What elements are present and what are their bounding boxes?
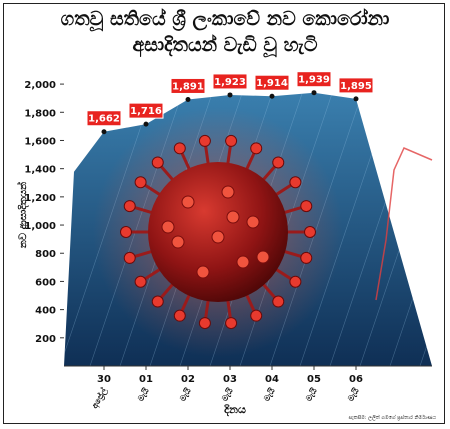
data-label: 1,923	[214, 77, 246, 88]
virus-spike-tip	[300, 200, 313, 213]
virus-spike-tip	[250, 309, 263, 322]
y-tick-label: 1,600	[24, 136, 56, 147]
virus-illustration	[93, 107, 343, 357]
data-label-box	[86, 110, 122, 127]
x-tick-month: මැයි	[303, 386, 319, 403]
x-tick-month: මැයි	[135, 386, 151, 403]
data-point	[143, 121, 149, 127]
y-tick-label: 1,400	[24, 165, 56, 176]
data-label-box	[170, 77, 206, 94]
data-label: 1,895	[340, 81, 372, 92]
data-point	[101, 129, 107, 135]
texture-line	[419, 92, 432, 367]
y-tick-label: 800	[35, 249, 56, 260]
virus-spike-tip	[198, 134, 211, 147]
y-axis: 200 400 600 800 1,000 1,200 1,400 1,600 1,800 2,0…	[24, 80, 64, 345]
chart-title-line-1: ගතවූ සතියේ ශ්‍රී ලංකාවේ නව කොරෝනා	[60, 8, 390, 30]
credit-text: සැකසීම: ලලිත් ගමගේ ප්‍රස්තාර නිර්මාණය	[348, 415, 436, 421]
virus-surface-spike	[171, 235, 185, 249]
y-tick-label: 2,000	[24, 80, 56, 91]
y-tick-label: 200	[35, 334, 56, 345]
x-tick-month: අප්‍රේල්	[89, 385, 111, 411]
x-tick-day: 04	[265, 374, 279, 385]
x-tick-day: 05	[307, 374, 321, 385]
virus-spike-tip	[272, 295, 285, 308]
virus-spike-tip	[272, 156, 285, 169]
virus-spike-tip	[173, 142, 186, 155]
virus-spike-tip	[250, 142, 263, 155]
x-tick-month: මැයි	[219, 386, 235, 403]
virus-spike-tip	[173, 309, 186, 322]
data-label: 1,939	[298, 75, 330, 86]
virus-spike-tip	[225, 317, 238, 330]
x-tick-day: 06	[349, 374, 363, 385]
data-point	[311, 90, 317, 96]
virus-surface-spike	[181, 195, 195, 209]
x-axis-title: දිනය	[224, 403, 246, 417]
x-tick-month: මැයි	[261, 386, 277, 403]
virus-surface-spike	[226, 210, 240, 224]
y-tick-label: 600	[35, 277, 56, 288]
chart-title: ගතවූ සතියේ ශ්‍රී ලංකාවේ නව කොරෝනා අසාදිත…	[0, 6, 450, 58]
data-label-box	[128, 102, 164, 119]
chart-title-line-2: අසාදිතයන් වැඩි වූ හැටි	[132, 34, 318, 56]
data-point	[227, 92, 233, 98]
data-label: 1,891	[172, 81, 204, 92]
y-axis-title: නව ආසාදිතයන්	[16, 181, 30, 249]
virus-surface-spike	[161, 220, 175, 234]
data-labels: 1,662 1,716 1,891 1,923 1,914 1,939 1,895	[86, 71, 374, 135]
data-label-box	[212, 73, 248, 90]
virus-spike-tip	[134, 176, 147, 189]
virus-surface-spike	[196, 265, 210, 279]
y-tick-label: 400	[35, 306, 56, 317]
x-tick-month: මැයි	[345, 386, 361, 403]
virus-spike-tip	[300, 251, 313, 264]
virus-spike-tip	[123, 251, 136, 264]
data-point	[353, 96, 359, 102]
virus-surface-spike	[236, 255, 250, 269]
y-tick-label: 1,200	[24, 193, 56, 204]
data-label: 1,716	[130, 106, 162, 117]
data-label: 1,662	[88, 114, 120, 125]
virus-spike-tip	[123, 200, 136, 213]
virus-surface-spike	[256, 250, 270, 264]
x-tick-day: 30	[97, 374, 111, 385]
x-tick-month: මැයි	[177, 386, 193, 403]
virus-spike-tip	[289, 275, 302, 288]
virus-surface-spike	[221, 185, 235, 199]
y-tick-label: 1,000	[24, 221, 56, 232]
virus-spike-tip	[225, 134, 238, 147]
x-tick-day: 01	[139, 374, 153, 385]
x-tick-day: 03	[223, 374, 237, 385]
data-point	[185, 96, 191, 102]
virus-spike-tip	[289, 176, 302, 189]
virus-spike-tip	[198, 317, 211, 330]
data-label: 1,914	[256, 78, 288, 89]
virus-surface-spike	[246, 215, 260, 229]
data-label-box	[296, 71, 332, 88]
data-label-box	[254, 74, 290, 91]
virus-group	[93, 107, 343, 357]
data-label-box	[338, 77, 374, 94]
virus-surface-spike	[211, 230, 225, 244]
virus-spike-tip	[151, 156, 164, 169]
virus-spike-tip	[134, 275, 147, 288]
x-tick-day: 02	[181, 374, 195, 385]
texture-line	[389, 92, 432, 367]
y-tick-label: 1,800	[24, 108, 56, 119]
data-point	[269, 93, 275, 99]
virus-spike-tip	[304, 226, 316, 238]
pulse-line	[375, 147, 433, 301]
virus-spike-tip	[151, 295, 164, 308]
virus-spike-tip	[120, 226, 132, 238]
